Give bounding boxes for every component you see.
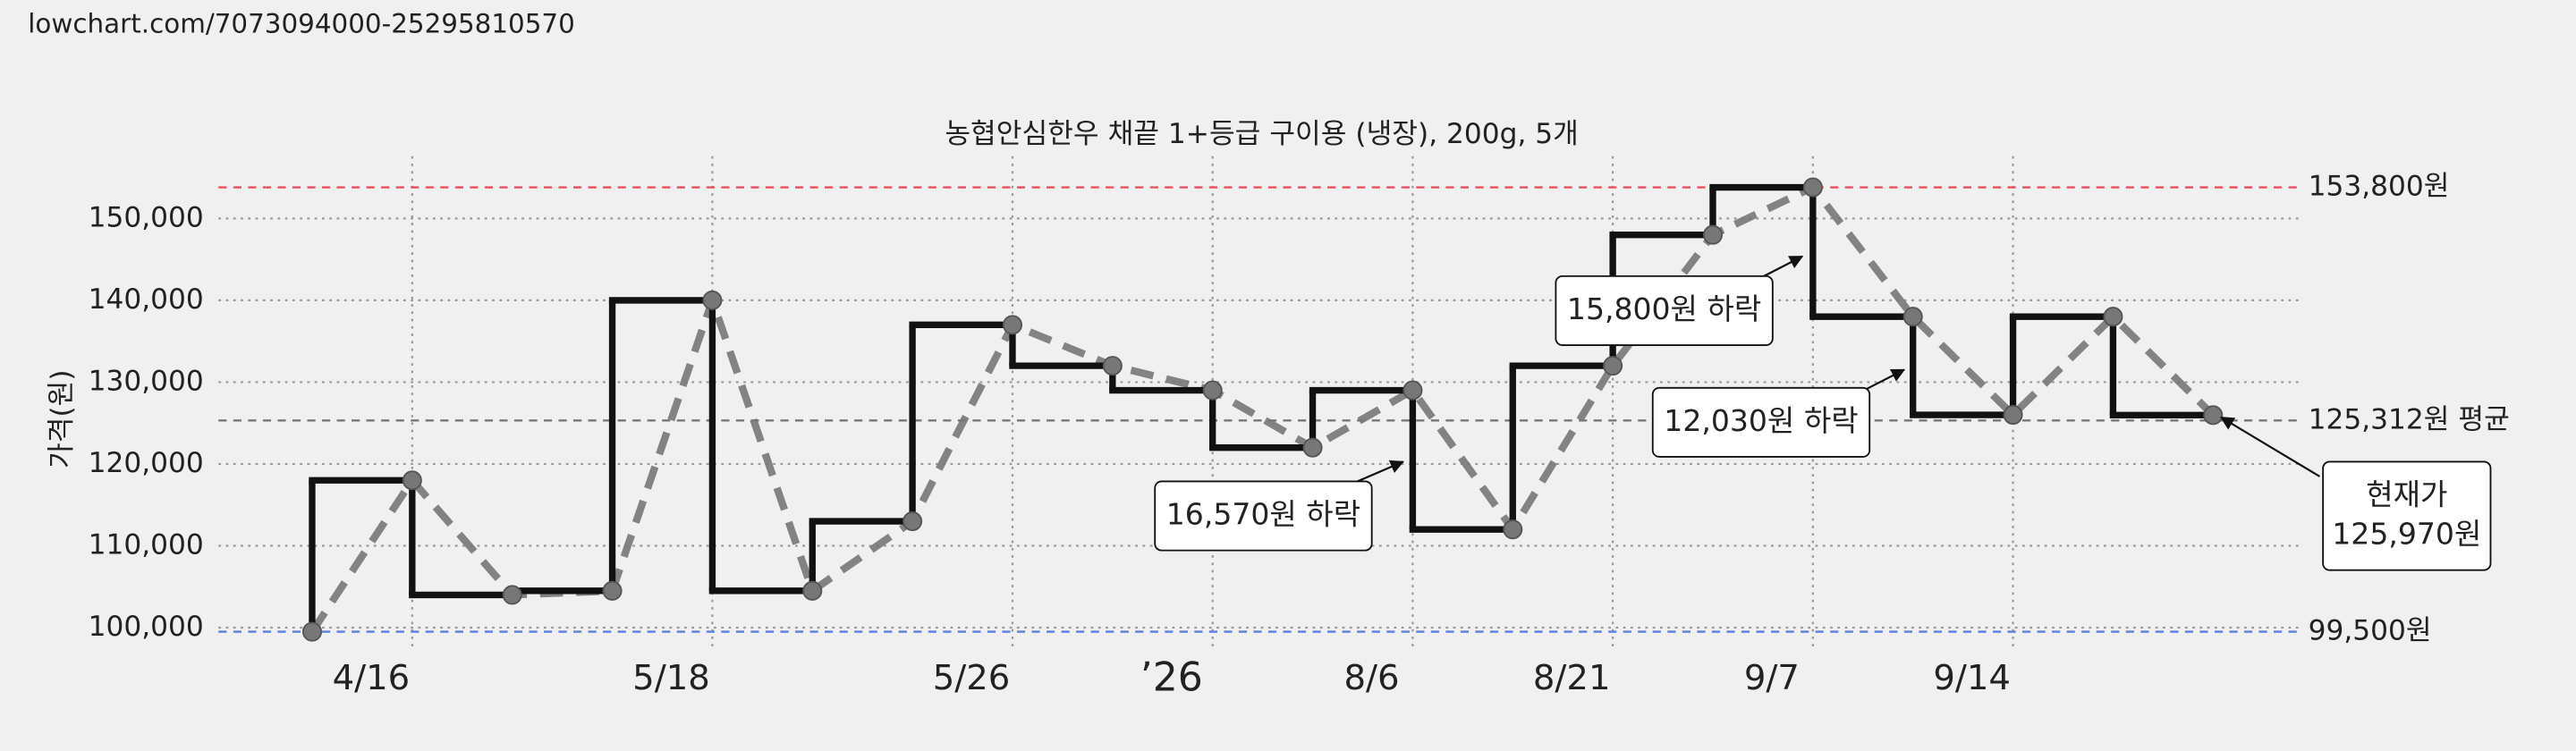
x-tick-label: 9/7 <box>1744 658 1800 698</box>
y-tick-label: 140,000 <box>89 283 204 316</box>
chart-title: 농협안심한우 채끝 1+등급 구이용 (냉장), 200g, 5개 <box>945 118 1579 150</box>
point-marker <box>402 470 422 491</box>
point-marker <box>1402 380 1423 401</box>
point-marker <box>702 290 723 310</box>
reference-label: 99,500원 <box>2309 615 2432 647</box>
annotation-text: 16,570원 하락 <box>1166 497 1360 532</box>
y-tick-label: 130,000 <box>89 365 204 397</box>
point-marker <box>1202 380 1223 401</box>
reference-label: 153,800원 <box>2309 171 2450 203</box>
point-marker <box>1002 315 1022 335</box>
annotation-text: 현재가 <box>2366 477 2447 512</box>
point-marker <box>1603 356 1623 376</box>
annotation-box <box>1154 480 1373 552</box>
x-tick-label: 5/26 <box>933 658 1011 698</box>
annotation-text: 15,800원 하락 <box>1567 291 1761 326</box>
x-tick-label: 9/14 <box>1933 658 2011 698</box>
point-marker <box>902 511 923 532</box>
x-tick-label: 8/21 <box>1533 658 1611 698</box>
point-marker <box>1302 437 1323 458</box>
annotation-box <box>2322 460 2492 571</box>
point-marker <box>2003 405 2023 426</box>
annotation-text: 12,030원 하락 <box>1664 403 1858 438</box>
point-marker <box>301 621 322 642</box>
x-tick-label: 8/6 <box>1343 658 1399 698</box>
point-marker <box>2103 307 2123 327</box>
annotation-box <box>1651 386 1871 458</box>
point-marker <box>802 580 823 601</box>
point-marker <box>1802 177 1823 198</box>
point-marker <box>602 580 623 601</box>
trend-line <box>309 182 2216 634</box>
annotation-text: 125,970원 <box>2332 517 2481 552</box>
point-marker <box>1102 356 1123 376</box>
point-marker <box>1702 224 1723 245</box>
url: lowchart.com/7073094000-25295810570 <box>28 8 575 38</box>
annotation-box <box>1555 274 1774 346</box>
point-marker <box>502 585 522 605</box>
y-tick-label: 110,000 <box>89 528 204 561</box>
x-tick-label: 5/18 <box>632 658 710 698</box>
reference-label: 125,312원 평균 <box>2309 403 2510 435</box>
x-tick-label: ’26 <box>1140 655 1203 701</box>
point-marker <box>1902 307 1923 327</box>
y-tick-label: 150,000 <box>89 201 204 233</box>
point-marker <box>1503 519 1523 540</box>
y-tick-label: 100,000 <box>89 611 204 643</box>
y-tick-label: 120,000 <box>89 447 204 479</box>
point-marker <box>2203 405 2224 426</box>
annotation-arrow <box>2219 416 2321 477</box>
y-axis-label: 가격(원) <box>46 369 78 468</box>
x-tick-label: 4/16 <box>333 658 411 698</box>
